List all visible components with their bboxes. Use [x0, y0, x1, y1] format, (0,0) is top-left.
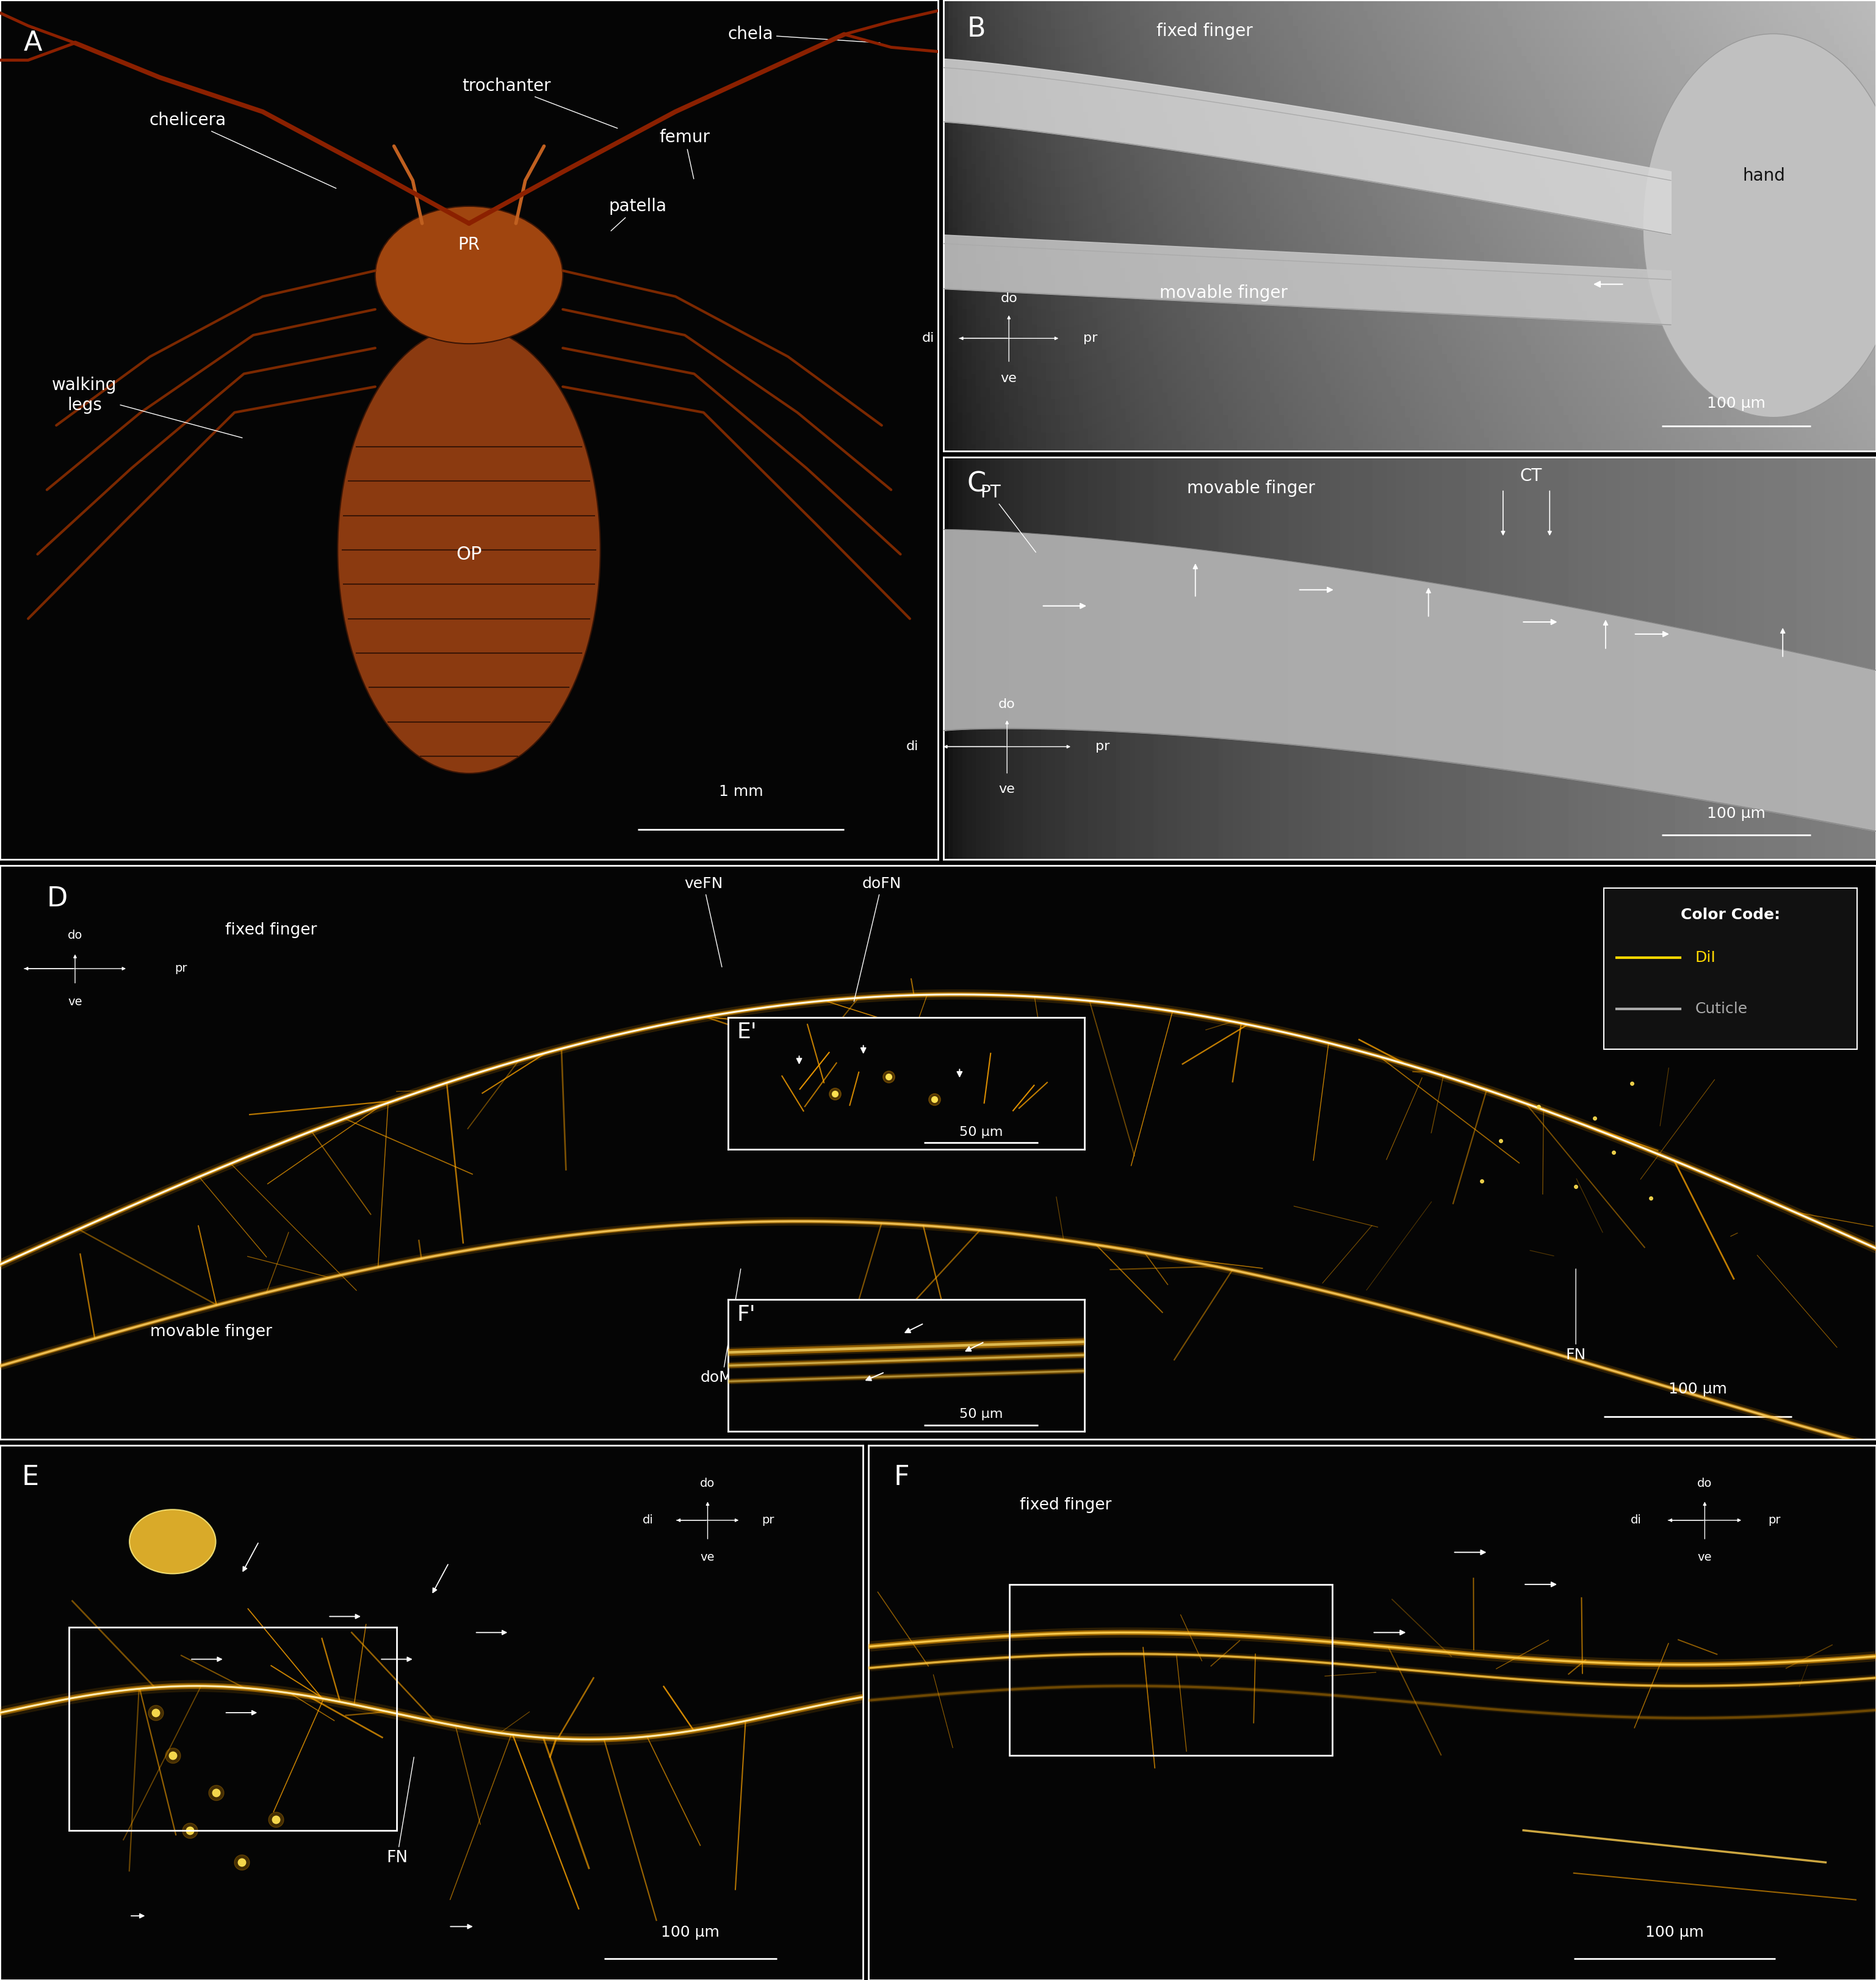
Text: DiI: DiI: [1696, 950, 1717, 964]
Text: pr: pr: [762, 1515, 775, 1527]
Text: chela: chela: [728, 26, 880, 44]
Text: 50 μm: 50 μm: [959, 1127, 1004, 1138]
Text: fixed finger: fixed finger: [1157, 22, 1253, 40]
Text: doMN: doMN: [700, 1269, 745, 1386]
Ellipse shape: [375, 206, 563, 345]
Text: E: E: [23, 1463, 39, 1491]
Text: ve: ve: [998, 782, 1015, 796]
Text: trochanter: trochanter: [461, 77, 617, 129]
Text: fixed finger: fixed finger: [1021, 1497, 1111, 1513]
Text: FN: FN: [1566, 1269, 1585, 1362]
Text: pr: pr: [1769, 1515, 1780, 1527]
Text: E': E': [737, 1022, 756, 1043]
Bar: [69, 1628, 398, 1830]
Text: D: D: [47, 885, 68, 911]
Text: patella: patella: [610, 198, 666, 232]
Text: ve: ve: [1698, 1550, 1713, 1562]
Text: 100 μm: 100 μm: [1645, 1925, 1703, 1940]
Text: movable finger: movable finger: [1159, 285, 1287, 301]
Text: B: B: [966, 16, 985, 42]
Text: veFN: veFN: [685, 877, 722, 966]
Text: di: di: [642, 1515, 653, 1527]
Text: hand: hand: [1743, 166, 1786, 184]
Text: di: di: [906, 741, 919, 752]
Ellipse shape: [1643, 34, 1876, 418]
Ellipse shape: [338, 327, 600, 774]
Text: do: do: [68, 929, 83, 940]
Text: veMN: veMN: [842, 1303, 884, 1386]
Text: doFN: doFN: [854, 877, 900, 1002]
Text: Cuticle: Cuticle: [1696, 1002, 1748, 1016]
Text: 100 μm: 100 μm: [660, 1925, 720, 1940]
Text: PR: PR: [458, 236, 480, 253]
Text: movable finger: movable finger: [1188, 479, 1315, 497]
Text: F: F: [893, 1463, 910, 1491]
Text: 100 μm: 100 μm: [1668, 1382, 1728, 1396]
Text: ve: ve: [68, 996, 83, 1008]
Text: FN: FN: [386, 1756, 415, 1865]
Text: pr: pr: [1096, 741, 1111, 752]
Text: do: do: [1698, 1477, 1713, 1489]
Text: 1 mm: 1 mm: [719, 784, 764, 800]
Text: pr: pr: [174, 962, 188, 974]
Text: di: di: [1630, 1515, 1642, 1527]
Text: Color Code:: Color Code:: [1681, 907, 1780, 923]
Text: F': F': [737, 1305, 756, 1325]
Text: A: A: [24, 30, 41, 55]
Text: ve: ve: [1000, 372, 1017, 384]
Text: pr: pr: [1084, 333, 1097, 345]
Text: di: di: [921, 333, 934, 345]
Text: MN: MN: [1613, 923, 1655, 1024]
Text: do: do: [998, 699, 1015, 711]
Ellipse shape: [129, 1509, 216, 1574]
Text: 100 μm: 100 μm: [1707, 806, 1765, 822]
Text: 50 μm: 50 μm: [959, 1408, 1004, 1420]
Text: movable finger: movable finger: [150, 1325, 272, 1340]
Text: femur: femur: [658, 129, 711, 178]
Text: OP: OP: [456, 544, 482, 562]
Text: do: do: [700, 1477, 715, 1489]
Text: C: C: [966, 471, 987, 497]
Text: chelicera: chelicera: [148, 111, 336, 188]
Text: fixed finger: fixed finger: [225, 923, 317, 939]
Text: PT: PT: [979, 483, 1036, 552]
Bar: [1009, 1584, 1332, 1756]
Text: ve: ve: [700, 1550, 715, 1562]
Text: walking
legs: walking legs: [53, 376, 242, 438]
Text: 100 μm: 100 μm: [1707, 396, 1765, 410]
Text: CT: CT: [1520, 467, 1542, 485]
Text: do: do: [1000, 293, 1017, 305]
